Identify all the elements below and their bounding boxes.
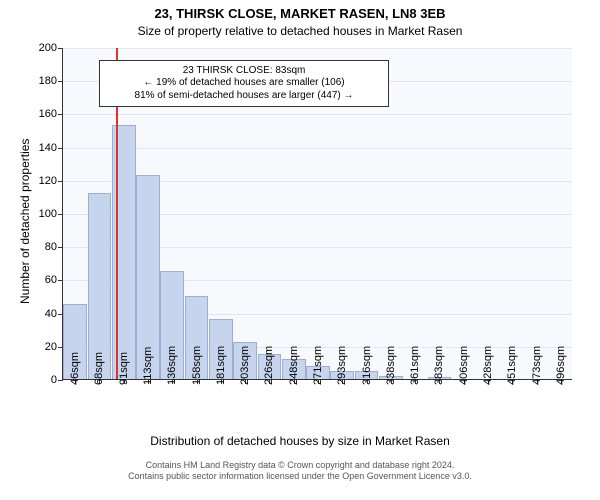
footer-line1: Contains HM Land Registry data © Crown c… — [0, 460, 600, 471]
xtick-label: 46sqm — [69, 352, 81, 385]
chart-title-line2: Size of property relative to detached ho… — [0, 24, 600, 38]
footer-line2: Contains public sector information licen… — [0, 471, 600, 482]
xtick-label: 338sqm — [385, 346, 397, 385]
xtick-label: 226sqm — [263, 346, 275, 385]
ytick-label: 140 — [39, 142, 63, 154]
xtick-label: 293sqm — [336, 346, 348, 385]
y-axis-label: Number of detached properties — [18, 139, 32, 304]
gridline-h — [63, 48, 572, 49]
ytick-label: 120 — [39, 175, 63, 187]
histogram-bar — [112, 125, 136, 379]
xtick-label: 91sqm — [118, 352, 130, 385]
xtick-label: 361sqm — [409, 346, 421, 385]
ytick-label: 180 — [39, 75, 63, 87]
xtick-label: 248sqm — [288, 346, 300, 385]
xtick-label: 271sqm — [312, 346, 324, 385]
xtick-label: 136sqm — [166, 346, 178, 385]
chart-title-line1: 23, THIRSK CLOSE, MARKET RASEN, LN8 3EB — [0, 6, 600, 21]
ytick-label: 20 — [45, 341, 63, 353]
ytick-label: 80 — [45, 241, 63, 253]
annotation-line-1: 23 THIRSK CLOSE: 83sqm — [108, 65, 381, 78]
ytick-label: 0 — [51, 374, 63, 386]
x-axis-label: Distribution of detached houses by size … — [0, 434, 600, 448]
ytick-label: 100 — [39, 208, 63, 220]
ytick-label: 160 — [39, 108, 63, 120]
xtick-label: 496sqm — [555, 346, 567, 385]
xtick-label: 406sqm — [458, 346, 470, 385]
chart-container: 23, THIRSK CLOSE, MARKET RASEN, LN8 3EB … — [0, 0, 600, 500]
xtick-label: 473sqm — [531, 346, 543, 385]
xtick-label: 181sqm — [215, 346, 227, 385]
annotation-line-3: 81% of semi-detached houses are larger (… — [108, 90, 381, 103]
xtick-label: 68sqm — [93, 352, 105, 385]
ytick-label: 40 — [45, 308, 63, 320]
gridline-h — [63, 114, 572, 115]
ytick-label: 200 — [39, 42, 63, 54]
xtick-label: 428sqm — [482, 346, 494, 385]
footer-attribution: Contains HM Land Registry data © Crown c… — [0, 460, 600, 482]
xtick-label: 451sqm — [506, 346, 518, 385]
xtick-label: 203sqm — [239, 346, 251, 385]
xtick-label: 113sqm — [142, 347, 154, 385]
xtick-label: 316sqm — [361, 346, 373, 385]
plot-area: 02040608010012014016018020046sqm68sqm91s… — [62, 48, 572, 380]
ytick-label: 60 — [45, 274, 63, 286]
annotation-line-2: ← 19% of detached houses are smaller (10… — [108, 77, 381, 90]
gridline-h — [63, 148, 572, 149]
xtick-label: 158sqm — [191, 346, 203, 385]
xtick-label: 383sqm — [433, 346, 445, 385]
annotation-box: 23 THIRSK CLOSE: 83sqm← 19% of detached … — [99, 60, 390, 108]
